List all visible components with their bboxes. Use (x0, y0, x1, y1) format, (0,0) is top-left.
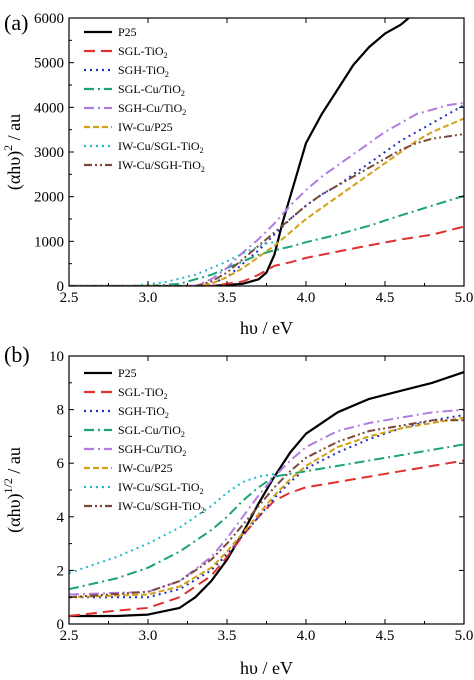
x-tick-label: 4.5 (376, 290, 395, 306)
y-tick-label: 6000 (34, 11, 64, 27)
y-axis-label: (αhυ)1/2 / au (1, 447, 25, 533)
legend-label-1: P25 (118, 366, 137, 380)
legend-label-1: P25 (118, 25, 137, 39)
legend-label-5: SGH-Cu/TiO2 (118, 442, 186, 458)
series-line-8 (69, 419, 464, 599)
legend-label-7: IW-Cu/SGL-TiO2 (118, 139, 204, 155)
x-tick-label: 3.5 (218, 628, 237, 644)
legend: P25 SGL-TiO2 SGH-TiO2 SGL-Cu/TiO2 SGH-Cu/TiO… (84, 366, 205, 515)
y-axis-label: (αhυ)2 / au (1, 114, 25, 190)
y-tick-label: 2 (57, 563, 65, 579)
legend-label-2: SGL-TiO2 (118, 44, 168, 60)
legend: P25 SGL-TiO2 SGH-TiO2 SGL-Cu/TiO2 SGH-Cu/TiO… (84, 25, 205, 174)
series-line-6 (69, 416, 464, 599)
series-line-5 (69, 408, 464, 596)
y-tick-label: 5000 (34, 56, 64, 72)
legend-label-2: SGL-TiO2 (118, 385, 168, 401)
y-tick-label: 0 (57, 279, 65, 295)
series-line-2 (69, 459, 464, 617)
panel-label: (a) (4, 10, 28, 35)
x-tick-label: 3.5 (218, 290, 237, 306)
legend-label-5: SGH-Cu/TiO2 (118, 101, 186, 117)
panel-label: (b) (4, 342, 30, 367)
legend-label-7: IW-Cu/SGL-TiO2 (118, 480, 204, 496)
legend-label-8: IW-Cu/SGH-TiO2 (118, 158, 205, 174)
legend-label-6: IW-Cu/P25 (118, 120, 173, 134)
y-tick-label: 0 (57, 617, 65, 633)
plot-area (69, 18, 464, 286)
legend-label-8: IW-Cu/SGH-TiO2 (118, 499, 205, 515)
y-tick-label: 3000 (34, 145, 64, 161)
series-line-4 (69, 443, 464, 591)
series-line-7 (69, 472, 275, 575)
x-axis-label: hυ / eV (240, 658, 293, 678)
series-line-2 (69, 225, 464, 286)
legend-label-4: SGL-Cu/TiO2 (118, 423, 185, 439)
y-tick-label: 1000 (34, 234, 64, 250)
series-line-5 (69, 101, 464, 286)
y-tick-label: 6 (57, 456, 65, 472)
legend-label-6: IW-Cu/P25 (118, 461, 173, 475)
y-tick-label: 4000 (34, 100, 64, 116)
x-tick-label: 2.5 (60, 628, 79, 644)
x-tick-label: 4.5 (376, 628, 395, 644)
x-tick-label: 4.0 (297, 628, 316, 644)
legend-label-3: SGH-TiO2 (118, 63, 169, 79)
y-tick-label: 2000 (34, 190, 64, 206)
series-line-1 (69, 371, 464, 618)
x-tick-label: 3.0 (139, 290, 158, 306)
panel-a-chart: 2.5 3.0 3.5 4.0 4.5 5.0 0 1000 2000 3000 4000 5000 6… (1, 10, 473, 338)
x-tick-label: 5.0 (455, 290, 474, 306)
x-tick-label: 5.0 (455, 628, 474, 644)
x-tick-label: 3.0 (139, 628, 158, 644)
legend-label-4: SGL-Cu/TiO2 (118, 82, 185, 98)
y-tick-label: 10 (49, 349, 64, 365)
legend-label-3: SGH-TiO2 (118, 404, 169, 420)
x-axis-label: hυ / eV (240, 318, 293, 338)
panel-b-chart: 2.5 3.0 3.5 4.0 4.5 5.0 0 2 4 6 8 10 hυ / eV (αhυ)1/2… (1, 342, 473, 678)
plot-area (69, 371, 464, 618)
x-tick-label: 4.0 (297, 290, 316, 306)
y-tick-label: 8 (57, 403, 65, 419)
series-line-8 (69, 133, 464, 286)
series-line-7 (69, 241, 275, 286)
series-line-1 (69, 18, 410, 286)
y-tick-label: 4 (57, 510, 65, 526)
x-tick-label: 2.5 (60, 290, 79, 306)
